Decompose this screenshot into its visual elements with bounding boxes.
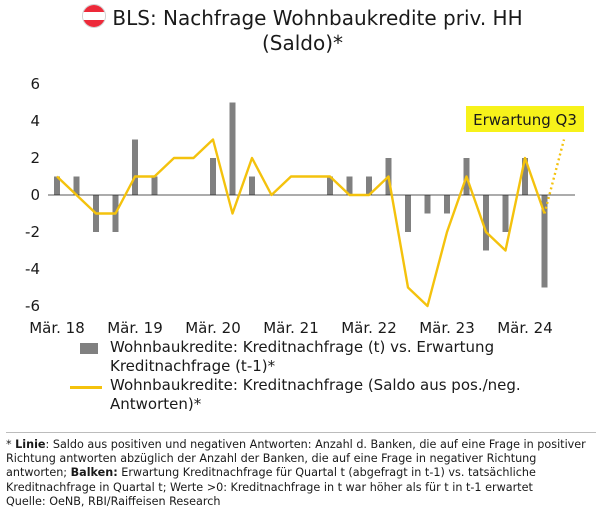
- legend-line-swatch: [70, 386, 102, 389]
- note-linie-label: Linie: [15, 438, 46, 451]
- title-line-1: BLS: Nachfrage Wohnbaukredite priv. HH: [112, 6, 523, 30]
- bar: [346, 176, 353, 195]
- bar: [483, 195, 489, 251]
- annotation-text: Erwartung Q3: [473, 111, 577, 129]
- bar: [73, 176, 80, 195]
- bar: [249, 176, 255, 195]
- title-line-2: (Saldo)*: [261, 31, 344, 55]
- y-tick-label: 6: [30, 75, 40, 93]
- bar: [210, 158, 216, 195]
- bar: [327, 176, 333, 195]
- legend-item-bars: Wohnbaukredite: Kreditnachfrage (t) vs. …: [70, 338, 590, 376]
- bar: [522, 158, 528, 195]
- line-series: [56, 138, 566, 308]
- x-tick-label: Mär. 19: [107, 319, 163, 337]
- bar: [444, 195, 450, 214]
- y-tick-label: 4: [30, 112, 40, 130]
- line-path-expectation: [543, 139, 566, 214]
- legend-label-line: Wohnbaukredite: Kreditnachfrage (Saldo a…: [110, 376, 521, 413]
- note-linie-text: : Saldo aus positiven und negativen Antw…: [6, 438, 586, 480]
- chart-title: BLS: Nachfrage Wohnbaukredite priv. HH (…: [0, 4, 605, 56]
- bar: [405, 195, 411, 232]
- bar: [424, 195, 431, 214]
- bar: [366, 176, 372, 195]
- bar: [132, 139, 138, 195]
- legend-label-bars: Wohnbaukredite: Kreditnachfrage (t) vs. …: [110, 338, 495, 375]
- x-tick-label: Mär. 21: [263, 319, 319, 337]
- annotation-background: [466, 106, 584, 132]
- x-tick-labels: Mär. 18 Mär. 19 Mär. 20 Mär. 21 Mär. 22 Mär. …: [29, 319, 553, 337]
- bar: [541, 195, 548, 288]
- bar: [54, 176, 60, 195]
- x-tick-label: Mär. 18: [29, 319, 85, 337]
- footnotes: * Linie: Saldo aus positiven und negativ…: [6, 432, 596, 520]
- austria-flag-icon: [82, 4, 107, 28]
- x-tick-label: Mär. 22: [341, 319, 397, 337]
- note-balken-label: Balken:: [70, 466, 118, 480]
- bar: [502, 195, 509, 232]
- legend: Wohnbaukredite: Kreditnachfrage (t) vs. …: [70, 338, 590, 414]
- y-tick-label: -6: [25, 297, 40, 315]
- legend-bar-swatch: [80, 343, 98, 354]
- legend-item-line: Wohnbaukredite: Kreditnachfrage (Saldo a…: [70, 376, 590, 414]
- note-balken-text: Erwartung Kreditnachfrage für Quartal t …: [6, 466, 536, 494]
- line-path: [56, 138, 546, 308]
- y-tick-label: -4: [25, 260, 40, 278]
- bar: [151, 176, 158, 195]
- annotation-callout: Erwartung Q3: [466, 106, 584, 132]
- x-tick-label: Mär. 23: [419, 319, 475, 337]
- y-tick-label: 2: [30, 149, 40, 167]
- bar: [229, 102, 236, 195]
- y-tick-labels: -6 -4 -2 0 2 4 6: [25, 75, 40, 315]
- y-tick-label: -2: [25, 223, 40, 241]
- x-tick-label: Mär. 20: [185, 319, 241, 337]
- x-tick-label: Mär. 24: [497, 319, 553, 337]
- y-tick-label: 0: [30, 186, 40, 204]
- bar-series: [54, 102, 548, 288]
- note-source: Quelle: OeNB, RBI/Raiffeisen Research: [6, 494, 221, 508]
